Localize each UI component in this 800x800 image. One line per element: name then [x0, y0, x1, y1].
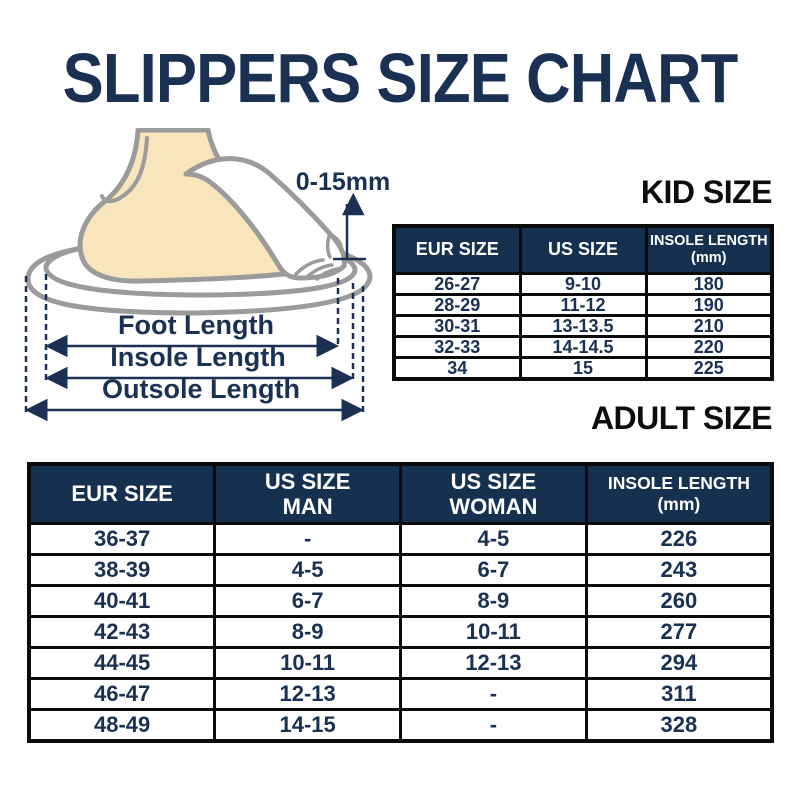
table-cell: 6-7	[213, 584, 402, 618]
table-cell: 14-15	[213, 708, 402, 743]
table-cell: 190	[644, 293, 774, 317]
table-cell: 30-31	[392, 314, 522, 338]
table-cell: 8-9	[399, 584, 588, 618]
table-cell: 4-5	[399, 522, 588, 556]
table-cell: 4-5	[213, 553, 402, 587]
table-cell: 294	[584, 646, 774, 680]
toe-detail-lines	[294, 234, 339, 281]
kid-table-header-row: EUR SIZE US SIZE INSOLE LENGTH (mm)	[392, 224, 774, 275]
insole-length-label: Insole Length	[110, 342, 286, 372]
table-row: 28-29 11-12 190	[392, 293, 774, 317]
table-cell: 46-47	[27, 677, 217, 711]
foot-slipper-illustration: 0-15mm Foot Length Insole Length Outsole…	[24, 128, 391, 422]
table-cell: 13-13.5	[518, 314, 648, 338]
table-row: 38-39 4-5 6-7 243	[27, 553, 774, 587]
adult-size-table: EUR SIZE US SIZE MAN US SIZE WOMAN INSOLE L…	[27, 462, 774, 743]
column-header: US SIZE MAN	[213, 462, 402, 525]
kid-size-heading: KID SIZE	[640, 174, 773, 210]
table-cell: 15	[518, 356, 648, 381]
column-header: INSOLE LENGTH (mm)	[644, 224, 774, 275]
column-header: INSOLE LENGTH (mm)	[584, 462, 774, 525]
table-cell: 226	[584, 522, 774, 556]
table-cell: 210	[644, 314, 774, 338]
slipper-strap-shape	[183, 156, 347, 281]
table-cell: 38-39	[27, 553, 217, 587]
table-cell: 28-29	[392, 293, 522, 317]
foot-length-label: Foot Length	[118, 310, 274, 340]
table-row: 32-33 14-14.5 220	[392, 335, 774, 359]
table-cell: 14-14.5	[518, 335, 648, 359]
table-cell: 10-11	[213, 646, 402, 680]
table-row: 46-47 12-13-311	[27, 677, 774, 711]
table-cell: 26-27	[392, 272, 522, 296]
ankle-detail-line	[100, 136, 149, 204]
table-row: 30-31 13-13.5 210	[392, 314, 774, 338]
table-row: 44-45 10-11 12-13 294	[27, 646, 774, 680]
kid-size-table: EUR SIZE US SIZE INSOLE LENGTH (mm) 26-27 9…	[392, 224, 774, 381]
column-header: US SIZE	[518, 224, 648, 275]
table-cell: 311	[584, 677, 774, 711]
table-cell: 42-43	[27, 615, 217, 649]
table-cell: 34	[392, 356, 522, 381]
table-cell: 12-13	[213, 677, 402, 711]
table-cell: 6-7	[399, 553, 588, 587]
table-cell: -	[399, 677, 588, 711]
table-cell: 243	[584, 553, 774, 587]
table-cell: 260	[584, 584, 774, 618]
table-cell: 8-9	[213, 615, 402, 649]
table-cell: 11-12	[518, 293, 648, 317]
table-cell: 277	[584, 615, 774, 649]
table-cell: 36-37	[27, 522, 217, 556]
table-cell: 225	[644, 356, 774, 381]
table-cell: 9-10	[518, 272, 648, 296]
adult-table-header-row: EUR SIZE US SIZE MAN US SIZE WOMAN INSOLE L…	[27, 462, 774, 525]
table-row: 26-27 9-10 180	[392, 272, 774, 296]
table-cell: -	[399, 708, 588, 743]
table-cell: 44-45	[27, 646, 217, 680]
toe-gap-arrow	[333, 192, 366, 261]
page-title: SLIPPERS SIZE CHART	[62, 39, 739, 117]
table-cell: 328	[584, 708, 774, 743]
table-cell: 12-13	[399, 646, 588, 680]
table-row: 48-49 14-15-328	[27, 708, 774, 743]
table-cell: 220	[644, 335, 774, 359]
table-row: 34 15 225	[392, 356, 774, 381]
table-cell: 32-33	[392, 335, 522, 359]
column-header: EUR SIZE	[392, 224, 522, 275]
table-cell: 40-41	[27, 584, 217, 618]
table-cell: 48-49	[27, 708, 217, 743]
column-header: US SIZE WOMAN	[399, 462, 588, 525]
table-row: 36-37-4-5 226	[27, 522, 774, 556]
table-cell: 180	[644, 272, 774, 296]
dashed-reference-lines	[24, 274, 365, 412]
table-row: 40-41 6-7 8-9 260	[27, 584, 774, 618]
outsole-length-label: Outsole Length	[102, 374, 300, 404]
adult-size-heading: ADULT SIZE	[590, 400, 773, 436]
table-cell: 10-11	[399, 615, 588, 649]
toe-gap-label: 0-15mm	[296, 168, 391, 196]
table-row: 42-43 8-9 10-11 277	[27, 615, 774, 649]
table-cell: -	[213, 522, 402, 556]
column-header: EUR SIZE	[27, 462, 217, 525]
